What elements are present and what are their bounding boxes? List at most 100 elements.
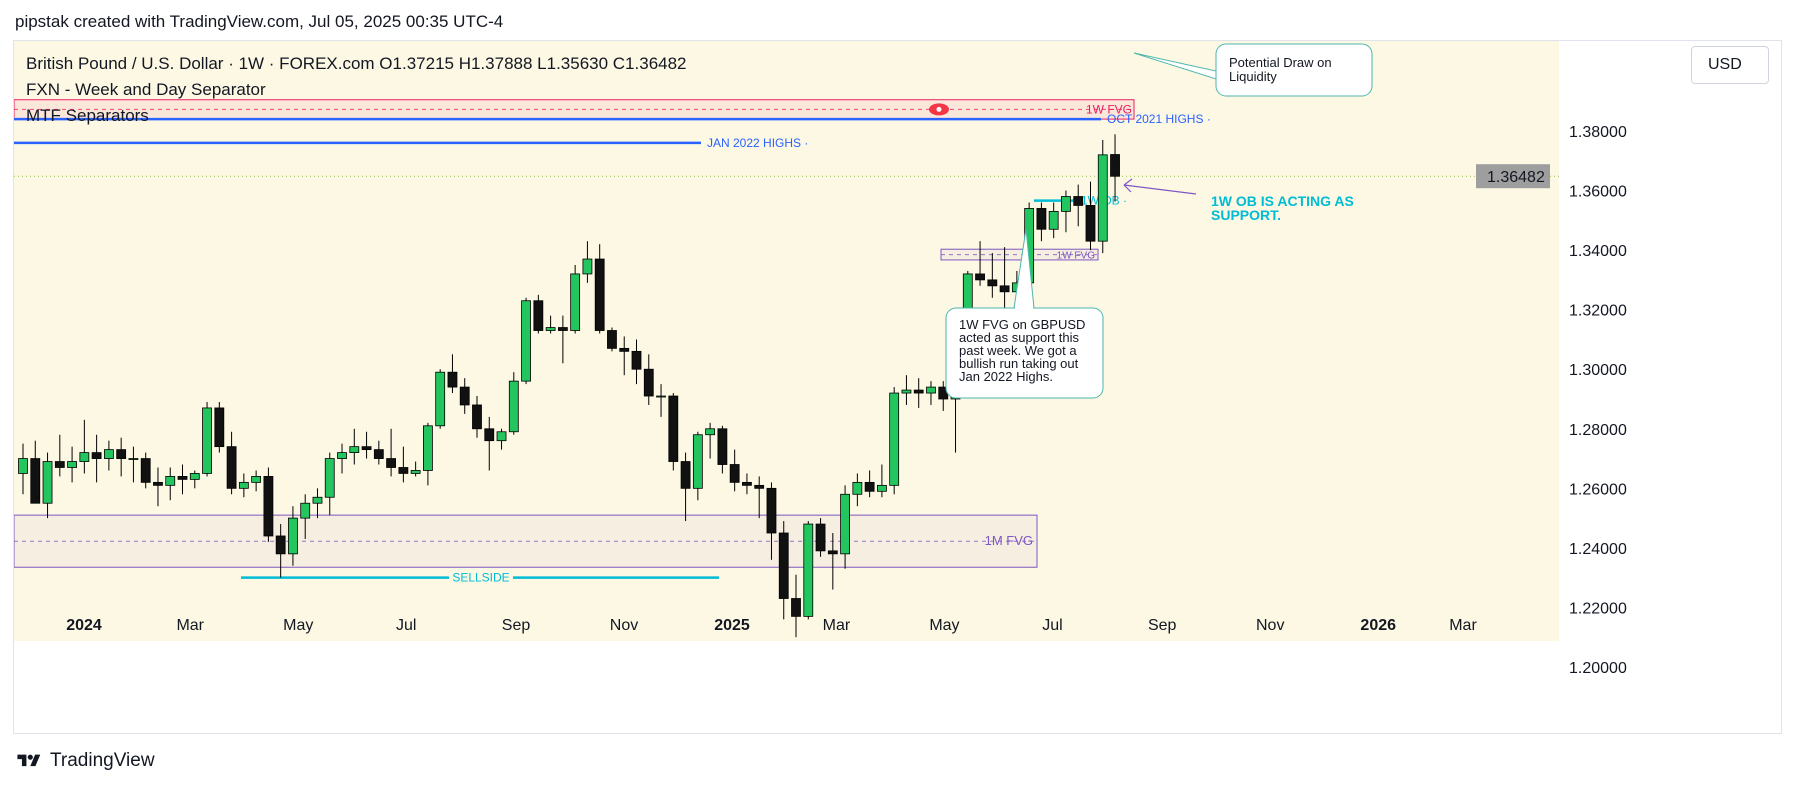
candle-bull xyxy=(692,434,703,489)
price-tick-label: 1.30000 xyxy=(1569,362,1627,379)
level-label-sellside: SELLSIDE xyxy=(452,571,509,585)
candle-bear xyxy=(987,279,998,287)
candle-bull xyxy=(103,449,114,459)
candle-bear xyxy=(827,550,838,555)
candle-bear xyxy=(864,481,875,492)
time-tick-label: Mar xyxy=(1449,617,1477,634)
candle-bull xyxy=(165,476,176,486)
chart-caption: pipstak created with TradingView.com, Ju… xyxy=(15,12,504,31)
symbol-legend[interactable]: British Pound / U.S. Dollar · 1W · FOREX… xyxy=(26,54,687,73)
time-tick-label: Jul xyxy=(396,617,416,634)
candle-bull xyxy=(521,300,531,382)
fvg-label: 1W FVG xyxy=(1086,102,1132,116)
candle-bull xyxy=(496,431,507,442)
price-tick-label: 1.32000 xyxy=(1569,303,1627,320)
time-tick-label: Nov xyxy=(610,617,638,634)
chart-frame[interactable]: 1W FVG 1W FVG 1M FVG OCT 2021 HIGHS · JAN 20… xyxy=(13,40,1782,734)
level-label-oct-2021-highs: OCT 2021 HIGHS · xyxy=(1107,112,1211,126)
price-tick-label: 1.38000 xyxy=(1569,124,1627,141)
alert-marker-dot xyxy=(936,106,942,112)
candle-bear xyxy=(1036,208,1047,230)
candle-bear xyxy=(742,481,752,486)
indicator-mtf-separators[interactable]: MTF Separators xyxy=(26,106,149,125)
candle-bear xyxy=(153,481,163,486)
candle-bear xyxy=(140,458,151,483)
candle-bull xyxy=(189,473,200,480)
candle-bull xyxy=(324,458,335,498)
time-axis xyxy=(14,641,1559,733)
candle-bear xyxy=(177,476,188,480)
candle-bull xyxy=(67,461,77,468)
tradingview-logo-icon xyxy=(17,754,41,767)
candle-bear xyxy=(668,395,679,462)
candle-bear xyxy=(472,404,482,430)
time-tick-label: Sep xyxy=(1148,617,1177,634)
candle-bull xyxy=(410,470,421,474)
candle-bull xyxy=(877,484,887,492)
time-tick-label: Mar xyxy=(176,617,204,634)
candle-bear xyxy=(214,407,225,448)
candle-bull xyxy=(570,273,581,331)
candle-bull xyxy=(1097,154,1108,242)
candle-bear xyxy=(1085,205,1096,242)
candle-bear xyxy=(619,347,630,352)
candle-bull xyxy=(803,523,814,617)
candle-bear xyxy=(643,368,654,397)
candle-bear xyxy=(729,464,740,483)
price-tick-label: 1.24000 xyxy=(1569,541,1627,558)
candle-bull xyxy=(889,392,900,486)
time-tick-label: 2026 xyxy=(1360,617,1396,634)
currency-button[interactable]: USD xyxy=(1691,46,1769,84)
time-tick-label: Sep xyxy=(502,617,531,634)
candle-bear xyxy=(533,300,544,331)
candle-bear xyxy=(680,461,691,489)
fvg-label: 1W FVG xyxy=(1057,251,1096,262)
price-tick-label: 1.20000 xyxy=(1569,660,1627,677)
candle-bear xyxy=(91,452,102,459)
candle-bear xyxy=(54,461,65,468)
price-chart[interactable]: 1W FVG 1W FVG 1M FVG OCT 2021 HIGHS · JAN 20… xyxy=(14,41,1781,733)
candle-bull xyxy=(312,496,323,504)
candle-bull xyxy=(238,481,249,489)
candle-bull xyxy=(901,389,912,394)
level-label-jan-2022-highs: JAN 2022 HIGHS · xyxy=(707,136,808,150)
candle-bear xyxy=(459,386,470,406)
candle-bear xyxy=(361,446,372,451)
time-tick-label: Jul xyxy=(1042,617,1062,634)
candle-bull xyxy=(582,258,593,275)
candle-bear xyxy=(275,535,286,555)
candle-bull xyxy=(705,428,716,436)
candle-bear xyxy=(975,273,985,281)
candle-bear xyxy=(386,458,397,468)
candle-bear xyxy=(116,449,127,459)
price-tick-label: 1.28000 xyxy=(1569,422,1627,439)
candle-bear xyxy=(815,523,826,552)
candle-bull xyxy=(1061,196,1071,212)
candle-bear xyxy=(631,350,642,370)
candle-bear xyxy=(1073,196,1084,206)
candle-bull xyxy=(545,327,556,331)
candle-bear xyxy=(999,285,1010,293)
candle-bear xyxy=(778,532,789,599)
fvg-label: 1M FVG xyxy=(985,533,1033,548)
callout-fvg-note-text: 1W FVG on GBPUSD acted as support this pas… xyxy=(959,317,1085,384)
candle-bull xyxy=(300,502,311,519)
candle-bear xyxy=(557,327,568,331)
footer: TradingView xyxy=(14,750,155,772)
indicator-week-day-separator[interactable]: FXN - Week and Day Separator xyxy=(26,80,266,99)
candle-bear xyxy=(766,487,777,534)
candle-bull xyxy=(79,452,90,462)
candle-bear xyxy=(447,371,458,388)
candle-bull xyxy=(840,493,850,555)
last-price-badge xyxy=(1476,164,1550,189)
candle-bear xyxy=(717,428,728,465)
candle-bull xyxy=(852,481,863,495)
price-tick-label: 1.22000 xyxy=(1569,600,1627,617)
candle-bull xyxy=(288,517,298,555)
candle-bull xyxy=(18,458,28,474)
time-tick-label: May xyxy=(929,617,959,634)
candle-bull xyxy=(202,407,212,474)
time-tick-label: 2024 xyxy=(66,617,102,634)
tradingview-brand: TradingView xyxy=(50,750,155,771)
candle-bear xyxy=(398,467,409,474)
